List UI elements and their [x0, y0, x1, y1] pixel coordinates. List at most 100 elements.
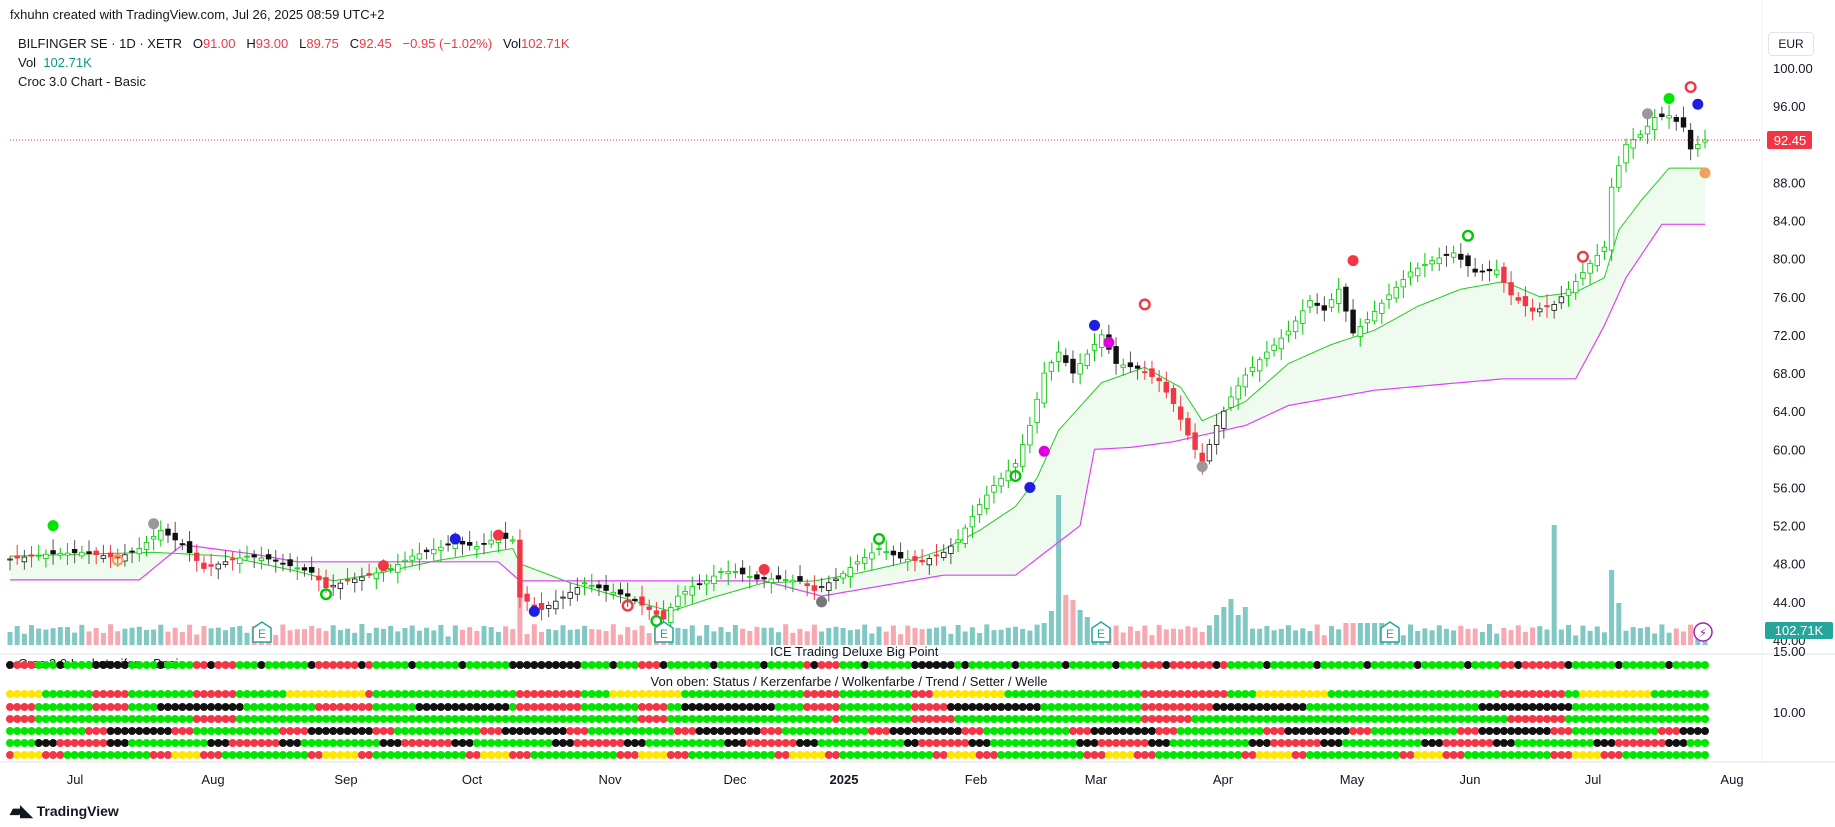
punch-dot	[307, 661, 316, 669]
punch-dot	[1377, 661, 1386, 669]
punch-dot	[20, 690, 29, 698]
punch-dot	[508, 715, 517, 723]
punch-dot	[954, 661, 963, 669]
punch-dot	[954, 715, 963, 723]
punch-dot	[796, 751, 804, 759]
punch-dot	[1356, 703, 1365, 711]
candle-body	[1063, 355, 1069, 363]
punch-dot	[1629, 703, 1638, 711]
punch-dot	[853, 715, 862, 723]
punch-dot	[1622, 690, 1630, 698]
volume-bar	[43, 629, 49, 645]
punch-dot	[846, 727, 855, 735]
time-axis-label: May	[1340, 772, 1365, 787]
volume-bar	[689, 625, 695, 645]
punch-dot	[623, 751, 632, 759]
punch-dot	[494, 715, 503, 723]
punch-dot	[1650, 715, 1659, 723]
punch-dot	[544, 751, 553, 759]
punch-dot	[257, 703, 266, 711]
punch-dot	[745, 661, 754, 669]
punch-dot	[681, 690, 690, 698]
punch-dot	[422, 690, 431, 698]
punch-dot	[1701, 703, 1709, 711]
volume-bar	[646, 633, 652, 645]
punch-dot	[113, 661, 122, 669]
tradingview-brand[interactable]: ▰◣ TradingView	[10, 801, 119, 821]
punch-dot	[1643, 661, 1652, 669]
indicator-row[interactable]: Croc 3.0 Chart - Basic	[18, 72, 570, 91]
punch-dot	[70, 751, 79, 759]
punch-dot	[515, 661, 524, 669]
punch-dot	[1205, 751, 1214, 759]
punch-dot	[1277, 751, 1286, 759]
punch-dot	[695, 751, 704, 759]
punch-dot	[839, 751, 848, 759]
candle-body	[179, 543, 186, 545]
volume-bar	[1530, 627, 1536, 645]
punch-dot	[1636, 703, 1645, 711]
punch-dot	[638, 739, 646, 747]
punch-dot	[1076, 690, 1085, 698]
punch-dot	[781, 739, 790, 747]
punch-dot	[1248, 727, 1257, 735]
punch-dot	[1140, 703, 1149, 711]
punch-dot	[135, 715, 144, 723]
punch-dot	[1011, 690, 1020, 698]
punch-dot	[56, 751, 65, 759]
volume-bar	[302, 629, 307, 645]
candle-body	[1113, 346, 1119, 364]
punch-dot	[1176, 661, 1185, 669]
time-axis-label: Jul	[1585, 772, 1602, 787]
punch-dot	[465, 661, 474, 669]
punch-dot	[1198, 703, 1207, 711]
punch-dot	[1061, 715, 1070, 723]
punch-dot	[20, 739, 29, 747]
punch-dot	[314, 727, 323, 735]
punch-dot	[465, 727, 474, 735]
punch-dot	[120, 661, 129, 669]
punch-dot	[1097, 727, 1106, 735]
punch-dot	[1148, 703, 1156, 711]
punch-dot	[638, 751, 646, 759]
volume-bar	[452, 625, 458, 645]
candle-body	[567, 591, 573, 599]
punch-dot	[41, 739, 50, 747]
punch-dot	[128, 715, 137, 723]
punch-dot	[990, 727, 998, 735]
punch-dot	[350, 715, 359, 723]
punch-dot	[1643, 690, 1652, 698]
currency-button[interactable]: EUR	[1768, 32, 1814, 56]
punch-dot	[1176, 703, 1185, 711]
punch-dot	[1471, 727, 1480, 735]
punch-dot	[767, 751, 776, 759]
punch-dot	[365, 661, 374, 669]
punch-dot	[1514, 751, 1523, 759]
punch-dot	[1464, 739, 1472, 747]
punch-dot	[357, 739, 366, 747]
punch-dot	[602, 715, 611, 723]
candle-body	[1163, 381, 1169, 393]
punch-dot	[681, 715, 690, 723]
punch-dot	[1600, 703, 1609, 711]
punch-dot	[1104, 661, 1113, 669]
punch-dot	[1521, 751, 1530, 759]
punch-dot	[27, 751, 36, 759]
punch-dot	[1183, 739, 1192, 747]
punch-dot	[717, 661, 725, 669]
punch-dot	[1471, 690, 1480, 698]
symbol-title[interactable]: BILFINGER SE · 1D · XETR	[18, 36, 182, 51]
punch-dot	[587, 690, 596, 698]
time-axis-label: Dec	[723, 772, 747, 787]
punch-dot	[1227, 727, 1235, 735]
volume-bar	[1688, 624, 1694, 645]
punch-dot	[1543, 703, 1551, 711]
volume-bar	[438, 624, 444, 645]
volume-row[interactable]: Vol 102.71K	[18, 53, 570, 72]
punch-dot	[824, 703, 833, 711]
punch-dot	[745, 690, 754, 698]
candle-body	[280, 562, 286, 565]
punch-dot	[436, 661, 445, 669]
punch-dot	[882, 715, 891, 723]
